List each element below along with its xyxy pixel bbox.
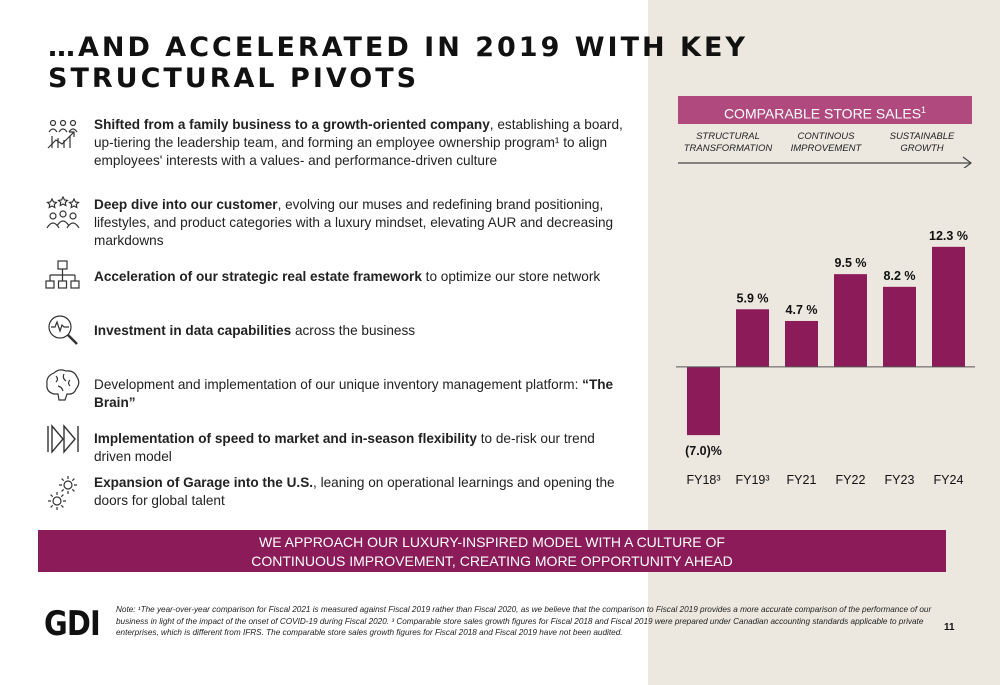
bullet-data: Investment in data capabilities across t… bbox=[44, 312, 644, 350]
bar-fy24 bbox=[932, 246, 965, 367]
gdi-logo: GDI bbox=[44, 604, 101, 644]
data-label: 5.9 % bbox=[737, 291, 769, 305]
phase-sustainable: SUSTAINABLE GROWTH bbox=[889, 131, 955, 154]
data-label: 4.7 % bbox=[786, 303, 818, 317]
x-tick-label: FY23 bbox=[885, 473, 915, 487]
org-chart-icon bbox=[44, 258, 82, 296]
comparable-store-sales-chart: (7.0)% FY18³ 5.9 % FY19³ 4.7 % FY21 9.5 % FY22 8… bbox=[676, 229, 975, 487]
bullet-text: Expansion of Garage into the U.S., leani… bbox=[94, 475, 615, 508]
bar-fy22 bbox=[834, 274, 867, 367]
bullet-text: Acceleration of our strategic real estat… bbox=[94, 269, 601, 284]
culture-banner: WE APPROACH OUR LUXURY-INSPIRED MODEL WI… bbox=[38, 530, 946, 572]
x-tick-label: FY22 bbox=[836, 473, 866, 487]
bullet-company: Shifted from a family business to a grow… bbox=[44, 116, 644, 170]
bullet-text: Shifted from a family business to a grow… bbox=[94, 117, 623, 168]
data-label: 8.2 % bbox=[884, 269, 916, 283]
page-title: …AND ACCELERATED IN 2019 WITH KEY STRUCT… bbox=[48, 32, 748, 94]
x-tick-label: FY24 bbox=[934, 473, 964, 487]
people-growth-icon bbox=[44, 116, 82, 154]
bullet-customer: Deep dive into our customer, evolving ou… bbox=[44, 195, 644, 250]
x-tick-label: FY19³ bbox=[735, 473, 769, 487]
bullet-text: Investment in data capabilities across t… bbox=[94, 323, 416, 338]
bullet-real-estate: Acceleration of our strategic real estat… bbox=[44, 258, 644, 296]
data-label: 9.5 % bbox=[835, 256, 867, 270]
data-magnifier-icon bbox=[44, 312, 82, 350]
fast-forward-icon bbox=[44, 420, 82, 458]
data-label: 12.3 % bbox=[929, 229, 968, 243]
phase-continuous: CONTINOUS IMPROVEMENT bbox=[790, 131, 862, 154]
bar-fy23 bbox=[883, 286, 916, 367]
bullet-brain: Development and implementation of our un… bbox=[44, 366, 644, 412]
bar-fy21 bbox=[785, 320, 818, 367]
x-tick-label: FY18³ bbox=[686, 473, 720, 487]
bar-fy19 bbox=[736, 309, 769, 367]
bullet-text: Development and implementation of our un… bbox=[94, 377, 614, 410]
page-number: 11 bbox=[944, 622, 955, 633]
gears-icon bbox=[44, 474, 82, 512]
bullet-expansion: Expansion of Garage into the U.S., leani… bbox=[44, 474, 644, 512]
customer-stars-icon bbox=[44, 195, 82, 234]
brain-icon bbox=[44, 366, 82, 404]
comparable-store-sales-header: COMPARABLE STORE SALES1 bbox=[678, 96, 972, 124]
bullet-text: Deep dive into our customer, evolving ou… bbox=[94, 197, 614, 248]
phase-structural: STRUCTURAL TRANSFORMATION bbox=[683, 131, 773, 154]
timeline-arrow bbox=[678, 156, 972, 168]
footnote: Note: ¹The year-over-year comparison for… bbox=[116, 605, 932, 637]
bullet-speed: Implementation of speed to market and in… bbox=[44, 420, 644, 466]
bar-fy18 bbox=[687, 366, 720, 436]
x-tick-label: FY21 bbox=[787, 473, 817, 487]
data-label: (7.0)% bbox=[685, 444, 722, 458]
bullet-text: Implementation of speed to market and in… bbox=[94, 431, 595, 464]
